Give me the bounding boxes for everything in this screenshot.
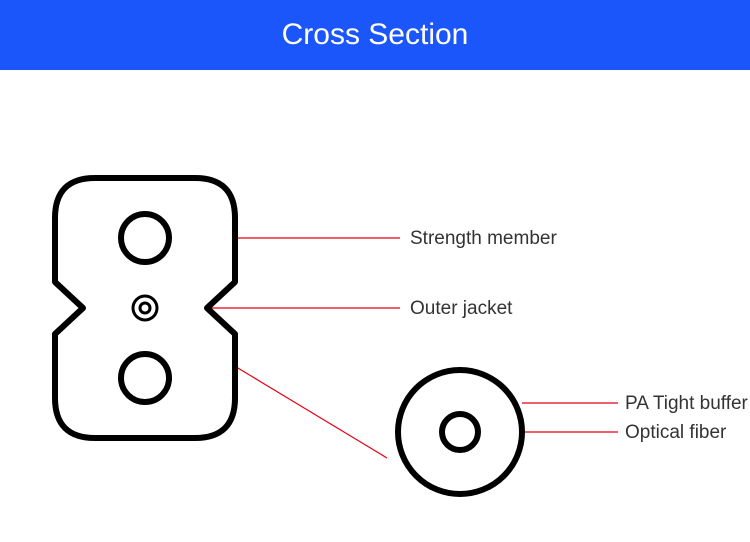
diagram-label: PA Tight buffer bbox=[625, 393, 748, 415]
diagram-label: Optical fiber bbox=[625, 422, 726, 444]
diagram-area: Strength member Outer jacket PA Tight buff… bbox=[0, 70, 750, 542]
page-title: Cross Section bbox=[282, 18, 469, 52]
diagram-label: Outer jacket bbox=[410, 298, 512, 320]
diagram-label: Strength member bbox=[410, 228, 557, 250]
header-bar: Cross Section bbox=[0, 0, 750, 70]
cross-section-diagram bbox=[0, 70, 750, 542]
